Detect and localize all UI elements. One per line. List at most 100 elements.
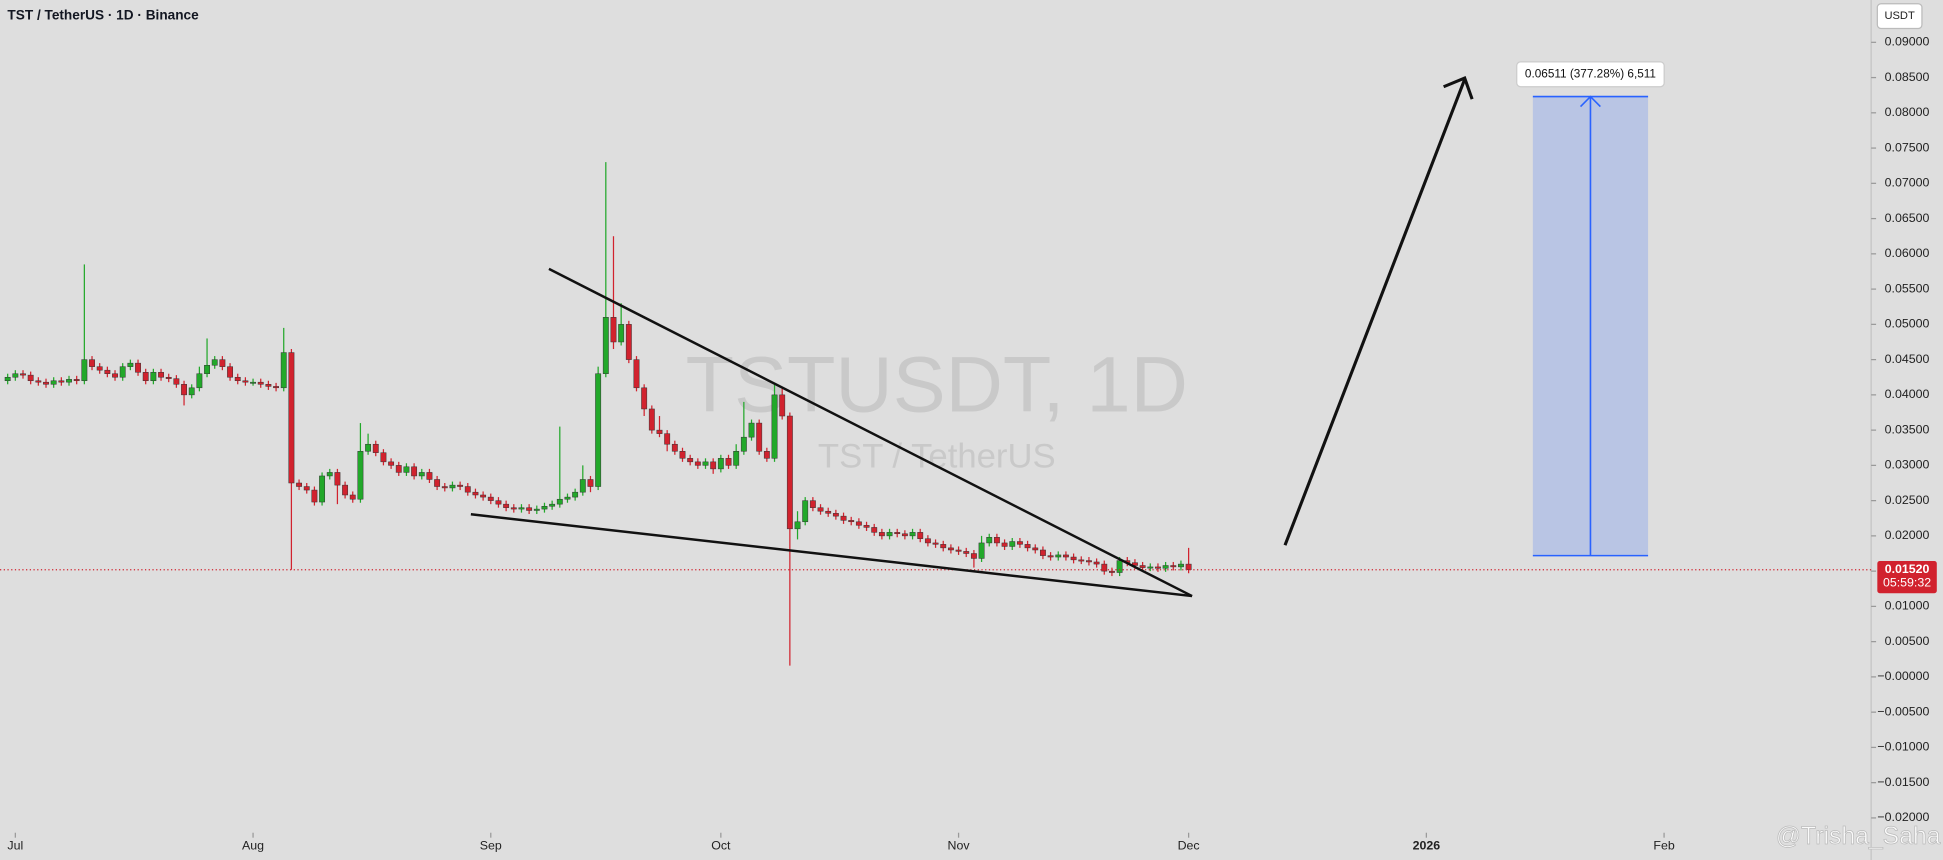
candle-body — [273, 386, 280, 389]
candle-body — [579, 479, 586, 493]
candle-body — [441, 486, 448, 489]
candle-body — [978, 542, 985, 559]
x-tick-label: Dec — [1178, 839, 1200, 853]
candle-body — [602, 317, 609, 374]
candle-body — [917, 532, 924, 539]
candle-body — [756, 422, 763, 452]
candle-body — [35, 380, 42, 383]
candle-body — [50, 380, 57, 385]
candle-body — [679, 451, 686, 459]
candle-body — [648, 408, 655, 431]
candle-body — [733, 451, 740, 466]
candle-body — [487, 496, 494, 501]
candle-body — [388, 461, 395, 466]
candle-body — [196, 373, 203, 389]
candle-body — [27, 374, 34, 382]
candle-body — [710, 461, 717, 470]
candle-body — [234, 376, 241, 382]
y-tick-label: −0.01500 — [1877, 775, 1929, 789]
candle-body — [855, 521, 862, 526]
candle-body — [1147, 566, 1154, 569]
y-tick-label: 0.01000 — [1885, 599, 1930, 613]
candle-body — [204, 365, 210, 374]
x-tick-label: Oct — [711, 839, 731, 853]
candle-body — [395, 465, 402, 473]
y-tick-label: 0.02000 — [1885, 528, 1930, 542]
candle-body — [1093, 561, 1100, 565]
candle-body — [533, 508, 540, 511]
candle-body — [526, 507, 533, 511]
candle-body — [763, 451, 770, 459]
y-tick-label: 0.07000 — [1885, 176, 1930, 190]
candle-body — [1116, 560, 1123, 573]
y-tick-label: 0.03000 — [1885, 458, 1930, 472]
y-tick-label: 0.00500 — [1885, 634, 1930, 648]
candle-body — [288, 352, 295, 484]
candle-body — [886, 532, 893, 537]
candle-body — [694, 461, 701, 466]
trendline-lower — [470, 513, 1193, 598]
plot: 0.09000 0.08500 0.08000 0.07500 0.07000 0.065… — [0, 35, 1937, 853]
drawings — [470, 76, 1474, 598]
candle-body — [96, 366, 103, 371]
currency[interactable]: USDT — [1884, 10, 1915, 22]
candle-body — [250, 381, 256, 384]
candle-body — [970, 553, 977, 559]
countdown: 05:59:32 — [1883, 576, 1931, 590]
currency-box[interactable] — [1876, 3, 1923, 30]
candle-body — [1109, 570, 1115, 573]
candle-body — [572, 491, 579, 498]
candle-body — [349, 494, 356, 500]
x-tick-label: Aug — [242, 839, 264, 853]
x-tick-label: 2026 — [1413, 839, 1441, 853]
last-price-label: 0.01520 — [1885, 562, 1930, 576]
x-tick-label: Feb — [1653, 839, 1674, 853]
y-tick-label: 0.09000 — [1885, 35, 1930, 49]
candle-body — [940, 544, 947, 549]
candle-body — [135, 362, 141, 373]
candle-body — [1101, 563, 1108, 572]
candle-body — [472, 491, 479, 496]
y-tick-label: 0.04500 — [1885, 352, 1930, 366]
candle-body — [211, 359, 218, 366]
candle-body — [1155, 566, 1161, 569]
y-tick-label: 0.05500 — [1885, 281, 1930, 295]
candle-body — [311, 489, 318, 503]
candle-body — [372, 443, 379, 453]
candle-body — [809, 500, 816, 508]
candle-body — [832, 513, 839, 517]
measure-arrow-head — [1579, 95, 1601, 108]
candle-body — [671, 443, 678, 452]
candle-body — [518, 507, 525, 510]
candle-body — [817, 507, 824, 512]
candle-body — [257, 381, 264, 385]
candle-body — [779, 394, 786, 417]
candle-body — [242, 380, 249, 383]
x-tick-label: Nov — [948, 839, 971, 853]
y-tick-label: 0.05000 — [1885, 317, 1930, 331]
candle-body — [1001, 542, 1008, 547]
candle-body — [357, 451, 364, 500]
candle-body — [993, 537, 1000, 544]
candle-body — [1086, 560, 1092, 563]
candle-body — [66, 379, 72, 383]
y-tick-label: 0.07500 — [1885, 140, 1930, 154]
trendline-upper — [548, 267, 1193, 598]
candle-body — [825, 510, 832, 514]
arrow-head — [1443, 76, 1474, 100]
chart-title: TST / TetherUS · 1D · Binance — [7, 8, 199, 23]
y-tick-label: 0.08000 — [1885, 105, 1930, 119]
candle-body — [127, 362, 134, 367]
candle-body — [480, 494, 487, 498]
candle-body — [541, 506, 548, 510]
candle-body — [625, 324, 632, 360]
candle-body — [81, 359, 88, 382]
y-tick-label: 0.06000 — [1885, 246, 1930, 260]
candle-body — [848, 520, 855, 523]
candle-body — [1078, 559, 1085, 562]
candle-body — [1185, 563, 1192, 570]
x-tick-label: Sep — [480, 839, 502, 853]
candle-body — [265, 384, 272, 387]
